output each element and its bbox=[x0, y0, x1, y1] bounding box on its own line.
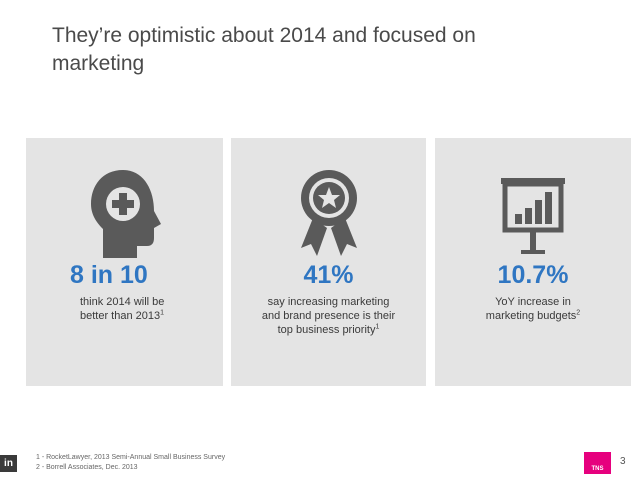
head-plus-icon bbox=[26, 166, 223, 266]
stat-description: YoY increase in marketing budgets2 bbox=[445, 295, 621, 323]
stat-description: say increasing marketing and brand prese… bbox=[241, 295, 416, 337]
footnote-ref: 1 bbox=[375, 323, 380, 331]
stat-description: think 2014 will be better than 20131 bbox=[80, 295, 220, 323]
slide-title: They’re optimistic about 2014 and focuse… bbox=[52, 24, 476, 75]
stat-value: 10.7% bbox=[497, 261, 569, 289]
page-number: 3 bbox=[620, 456, 626, 467]
logo-text: TNS bbox=[591, 466, 604, 472]
presentation-chart-icon bbox=[435, 166, 631, 266]
stat-desc-line: better than 2013 bbox=[80, 310, 161, 322]
stat-desc-line: top business priority bbox=[277, 324, 376, 336]
footnote: 1 - RocketLawyer, 2013 Semi-Annual Small… bbox=[36, 454, 226, 461]
footnote-ref: 2 bbox=[576, 309, 581, 317]
footnote-ref: 1 bbox=[160, 309, 165, 317]
stat-desc-line: think 2014 will be bbox=[80, 296, 165, 308]
stat-desc-line: marketing budgets bbox=[485, 310, 577, 322]
linkedin-icon[interactable]: in bbox=[0, 455, 17, 472]
stat-value: 8 in 10 bbox=[70, 261, 148, 289]
footnotes: 1 - RocketLawyer, 2013 Semi-Annual Small… bbox=[36, 453, 225, 473]
footnote: 2 - Borrell Associates, Dec. 2013 bbox=[36, 464, 138, 471]
stat-card-optimism: 8 in 10 think 2014 will be better than 2… bbox=[26, 138, 223, 386]
stat-desc-line: say increasing marketing bbox=[267, 296, 390, 308]
stat-card-priority: 41% say increasing marketing and brand p… bbox=[231, 138, 426, 386]
stat-card-budget: 10.7% YoY increase in marketing budgets2 bbox=[435, 138, 631, 386]
stat-value: 41% bbox=[303, 261, 354, 289]
award-ribbon-icon bbox=[231, 166, 426, 266]
tns-logo: TNS bbox=[584, 452, 611, 474]
stat-desc-line: YoY increase in bbox=[495, 296, 571, 308]
stat-desc-line: and brand presence is their bbox=[261, 310, 396, 322]
